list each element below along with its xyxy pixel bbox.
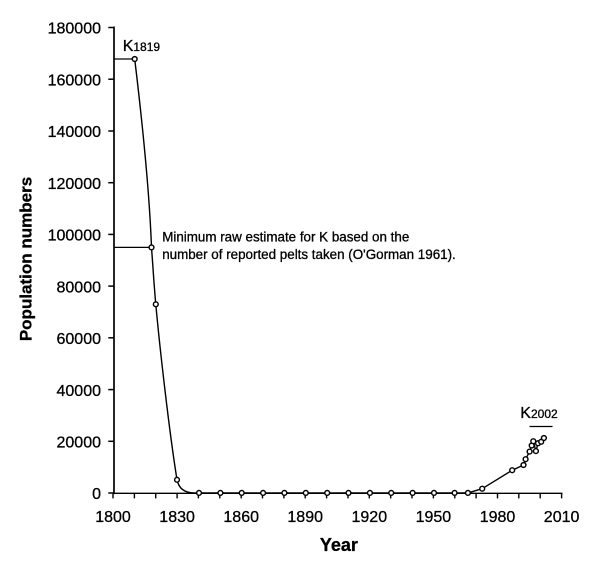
- svg-text:1920: 1920: [352, 509, 388, 526]
- svg-text:180000: 180000: [48, 21, 101, 38]
- svg-text:number of reported pelts taken: number of reported pelts taken (O'Gorman…: [162, 247, 456, 262]
- svg-text:1830: 1830: [159, 509, 195, 526]
- svg-text:Minimum raw estimate for K bas: Minimum raw estimate for K based on the: [162, 229, 409, 244]
- svg-text:0: 0: [92, 486, 101, 503]
- svg-text:2010: 2010: [544, 509, 580, 526]
- svg-text:1980: 1980: [480, 509, 516, 526]
- svg-text:1890: 1890: [287, 509, 323, 526]
- svg-text:Population numbers: Population numbers: [17, 177, 36, 341]
- svg-text:K1819: K1819: [123, 38, 161, 55]
- svg-text:160000: 160000: [48, 72, 101, 89]
- svg-text:Year: Year: [320, 535, 358, 555]
- svg-text:K2002: K2002: [520, 405, 558, 422]
- svg-text:1800: 1800: [95, 509, 131, 526]
- svg-text:1860: 1860: [223, 509, 259, 526]
- svg-text:140000: 140000: [48, 124, 101, 141]
- svg-text:20000: 20000: [57, 435, 102, 452]
- svg-text:40000: 40000: [57, 383, 102, 400]
- svg-text:60000: 60000: [57, 331, 102, 348]
- svg-text:80000: 80000: [57, 279, 102, 296]
- svg-text:100000: 100000: [48, 228, 101, 245]
- svg-text:120000: 120000: [48, 176, 101, 193]
- svg-text:1950: 1950: [416, 509, 452, 526]
